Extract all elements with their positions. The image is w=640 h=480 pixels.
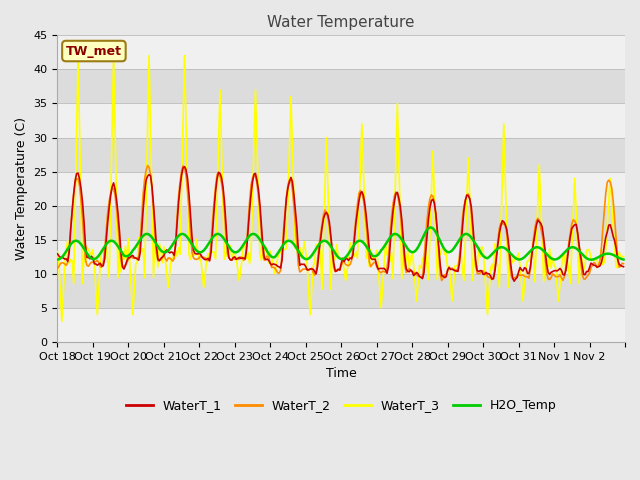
Bar [58, 171, 625, 205]
H2O_Temp [618, 256, 626, 262]
WaterT_2 [54, 265, 61, 271]
WaterT_2 [144, 163, 152, 168]
Bar [58, 36, 625, 70]
WaterT_3 [76, 129, 83, 134]
WaterT_2 [618, 261, 626, 266]
H2O_Temp [620, 257, 627, 263]
H2O_Temp [459, 233, 467, 239]
WaterT_1 [346, 255, 354, 261]
WaterT_2 [346, 262, 354, 267]
WaterT_2 [544, 276, 552, 282]
WaterT_1 [180, 164, 188, 169]
Y-axis label: Water Temperature (C): Water Temperature (C) [15, 117, 28, 260]
WaterT_3 [93, 312, 101, 318]
WaterT_1 [459, 225, 467, 231]
WaterT_2 [620, 261, 627, 266]
WaterT_2 [73, 176, 81, 181]
Bar [58, 240, 625, 274]
X-axis label: Time: Time [326, 367, 356, 380]
WaterT_3 [544, 264, 552, 270]
WaterT_1 [90, 261, 98, 266]
WaterT_3 [74, 53, 82, 59]
H2O_Temp [587, 257, 595, 263]
WaterT_2 [438, 277, 445, 283]
WaterT_3 [58, 319, 66, 324]
H2O_Temp [73, 238, 81, 244]
Bar [58, 274, 625, 308]
WaterT_1 [73, 171, 81, 177]
Bar [58, 308, 625, 342]
Text: TW_met: TW_met [66, 45, 122, 58]
Bar [58, 104, 625, 138]
WaterT_3 [460, 278, 468, 284]
H2O_Temp [543, 251, 550, 257]
WaterT_1 [54, 251, 61, 257]
WaterT_1 [510, 278, 518, 284]
Line: WaterT_3: WaterT_3 [58, 56, 623, 322]
Bar [58, 138, 625, 171]
WaterT_1 [544, 269, 552, 275]
WaterT_3 [348, 246, 355, 252]
H2O_Temp [54, 257, 61, 263]
WaterT_3 [618, 254, 626, 260]
Line: WaterT_2: WaterT_2 [58, 166, 623, 280]
Line: WaterT_1: WaterT_1 [58, 167, 623, 281]
WaterT_2 [460, 203, 468, 209]
WaterT_3 [54, 249, 61, 254]
Bar [58, 70, 625, 104]
Legend: WaterT_1, WaterT_2, WaterT_3, H2O_Temp: WaterT_1, WaterT_2, WaterT_3, H2O_Temp [120, 394, 562, 417]
H2O_Temp [426, 225, 434, 230]
WaterT_1 [618, 264, 626, 269]
Title: Water Temperature: Water Temperature [268, 15, 415, 30]
H2O_Temp [90, 256, 98, 262]
WaterT_1 [620, 264, 627, 270]
WaterT_2 [90, 259, 98, 264]
Line: H2O_Temp: H2O_Temp [58, 228, 623, 260]
H2O_Temp [345, 251, 353, 256]
WaterT_3 [620, 253, 627, 259]
Bar [58, 205, 625, 240]
